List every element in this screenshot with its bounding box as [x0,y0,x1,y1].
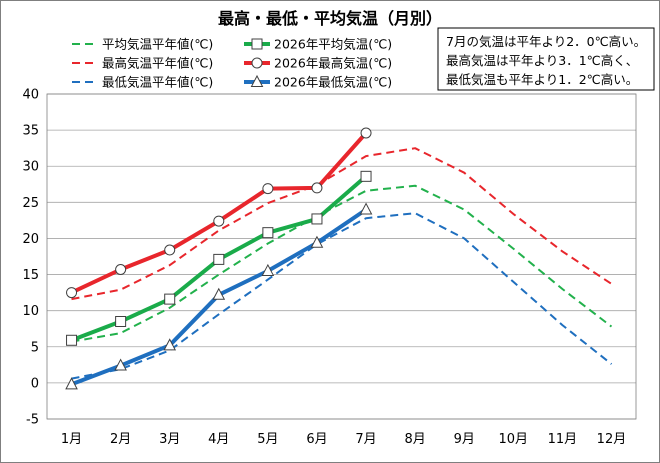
series-5 [65,202,373,390]
legend-marker [251,57,263,69]
legend-marker [251,38,263,50]
axes: -5 0 5 10 15 20 25 30 35 40 1月 2月 3月 4月 5月 6月 7月 8月 9月 10月 1… [22,88,637,447]
data-point [212,287,226,300]
x-tick-label: 7月 [355,432,376,447]
x-tick-label: 9月 [454,432,475,447]
x-tick-label: 3月 [159,432,180,447]
legend: 平均気温平年値(℃) 2026年平均気温(℃) 最高気温平年値(℃) 2026年最高気… [72,37,392,90]
data-point [66,287,78,299]
data-point [115,264,127,275]
series-0 [71,184,613,343]
y-tick-label: 15 [22,268,39,283]
data-point [262,227,274,239]
x-tick-label: 4月 [208,432,229,447]
series-line-2 [71,212,613,380]
x-tick-label: 5月 [257,432,278,447]
series-line-0 [71,184,613,343]
legend-item: 2026年最低気温(℃) [244,75,392,90]
annotation-frame [437,27,655,91]
annotation-line: 7月の気温は平年より2．0℃高い。 [446,34,646,49]
series-4 [66,127,372,299]
legend-item: 2026年平均気温(℃) [244,37,392,52]
grid [47,93,636,420]
data-point [310,235,324,248]
data-point [163,338,177,351]
series-2 [71,212,613,380]
x-tick-label: 8月 [404,432,425,447]
y-tick-label: -5 [26,413,39,428]
legend-label: 最高気温平年値(℃) [102,56,213,71]
data-point [360,170,372,182]
data-point [359,202,373,215]
chart-title: 最高・最低・平均気温（月別） [218,9,442,28]
annotation-line: 最高気温は平年より3．1℃高く、 [446,53,638,68]
legend-marker [250,74,264,87]
data-point [164,293,176,305]
data-point [261,263,275,276]
data-point [311,213,323,225]
y-tick-label: 25 [22,196,39,211]
legend-label: 2026年最低気温(℃) [274,75,392,90]
y-tick-label: 20 [22,232,39,247]
x-tick-label: 6月 [306,432,327,447]
legend-label: 2026年平均気温(℃) [274,37,392,52]
x-tick-label: 1月 [61,432,82,447]
data-point [115,316,127,327]
data-point [262,183,274,195]
legend-item: 2026年最高気温(℃) [244,56,392,71]
y-tick-label: 10 [22,304,39,319]
legend-item: 最低気温平年値(℃) [72,75,213,90]
data-point [311,182,323,194]
data-point [65,377,78,390]
series-1 [71,147,613,301]
data-point [164,244,176,256]
series-3 [66,170,372,346]
annotation-line: 最低気温も平年より1．2℃高い。 [446,72,638,87]
x-tick-label: 10月 [499,432,529,447]
data-point [66,334,78,346]
x-tick-label: 12月 [597,432,627,447]
plot-area [46,93,637,420]
y-tick-label: 40 [22,88,39,103]
x-tick-label: 11月 [548,432,578,447]
annotation-box: 7月の気温は平年より2．0℃高い。最高気温は平年より3．1℃高く、最低気温も平年… [437,27,655,91]
y-tick-label: 0 [31,376,39,391]
data-point [213,253,225,265]
y-tick-label: 30 [22,160,39,175]
series [65,127,613,390]
x-tick-label: 2月 [110,432,131,447]
legend-item: 最高気温平年値(℃) [72,56,213,71]
legend-label: 最低気温平年値(℃) [102,75,213,90]
data-point [360,127,372,139]
data-point [213,215,225,227]
legend-label: 2026年最高気温(℃) [274,56,392,71]
legend-label: 平均気温平年値(℃) [102,37,213,52]
legend-item: 平均気温平年値(℃) [72,37,213,52]
y-tick-label: 35 [22,124,39,139]
series-line-1 [71,147,613,301]
data-point [114,358,127,371]
y-tick-label: 5 [31,340,39,355]
